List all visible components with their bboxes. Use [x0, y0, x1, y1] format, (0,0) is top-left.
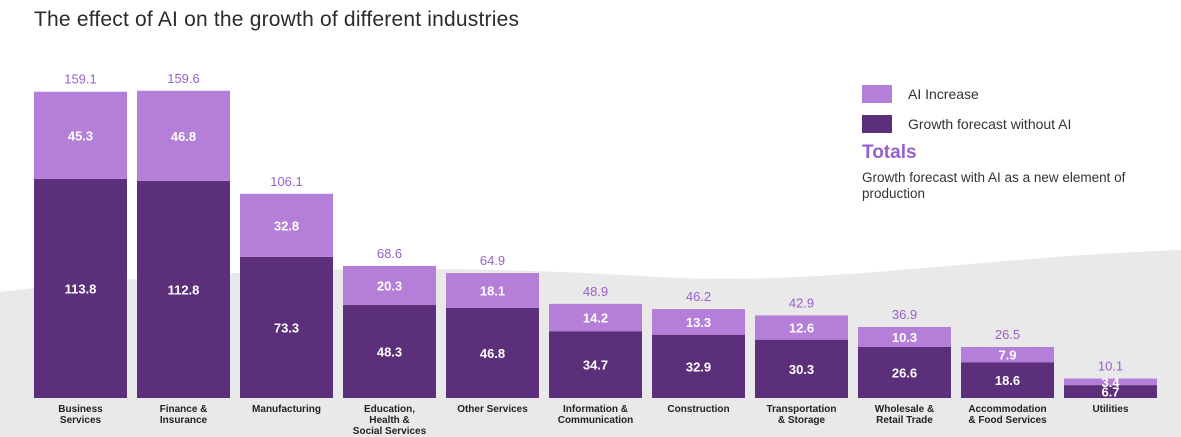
bar-ai-increase [961, 346, 1054, 363]
x-tick-label-line: Health & [369, 415, 410, 426]
x-tick-label-line: Retail Trade [876, 415, 933, 426]
totals-title: Totals [862, 142, 917, 163]
x-tick-label: Business Services [58, 404, 103, 426]
legend-label-baseline: Growth forecast without AI [908, 116, 1072, 132]
value-label-ai-increase: 7.9 [998, 348, 1016, 363]
totals-description: Growth forecast with AI as a new element… [862, 170, 1126, 201]
x-tick-label-line: & Food Services [968, 415, 1047, 426]
bar-baseline [343, 305, 436, 398]
total-label: 159.6 [167, 71, 200, 86]
value-label-ai-increase: 10.3 [892, 330, 917, 345]
bar-baseline [652, 334, 745, 398]
value-label-ai-increase: 20.3 [377, 278, 402, 293]
total-label: 48.9 [583, 284, 608, 299]
total-label: 64.9 [480, 253, 505, 268]
x-tick-label-line: Social Services [353, 426, 427, 437]
x-tick-label-line: Other Services [457, 404, 528, 415]
legend-item-ai-increase: AI Increase [862, 82, 1162, 106]
x-tick-label-line: Wholesale & [875, 404, 934, 415]
total-label: 10.1 [1098, 359, 1123, 374]
value-label-ai-increase: 45.3 [68, 128, 93, 143]
value-label-baseline: 34.7 [583, 358, 608, 373]
x-tick-label-line: Transportation [766, 404, 836, 415]
value-label-baseline: 26.6 [892, 365, 917, 380]
x-tick-label-line: Information & [563, 404, 628, 415]
total-label: 106.1 [270, 174, 303, 189]
value-label-baseline: 6.7 [1101, 385, 1119, 400]
x-tick-label-line: Education, [364, 404, 415, 415]
bar-ai-increase [755, 315, 848, 340]
total-label: 36.9 [892, 307, 917, 322]
value-label-ai-increase: 13.3 [686, 315, 711, 330]
labels-group: 113.8 45.3 159.1 112.8 46.8 159.6 73.3 32.8 106.… [64, 71, 1123, 400]
x-tick-label-line: Services [60, 415, 102, 426]
bars-group [34, 90, 1157, 398]
bar-ai-increase [137, 90, 230, 181]
total-label: 26.5 [995, 327, 1020, 342]
legend-swatch-ai-increase [862, 85, 892, 103]
bar-baseline [961, 362, 1054, 398]
total-label: 42.9 [789, 295, 814, 310]
x-tick-label-line: Communication [558, 415, 634, 426]
x-tick-label: Education, Health & Social Services [353, 404, 427, 437]
value-label-ai-increase: 12.6 [789, 321, 814, 336]
x-tick-label: Accommodation & Food Services [968, 404, 1047, 426]
value-label-baseline: 18.6 [995, 373, 1020, 388]
bar-ai-increase [240, 193, 333, 257]
legend-swatch-baseline [862, 115, 892, 133]
total-label: 46.2 [686, 289, 711, 304]
x-tick-labels: Business Services Finance & Insurance Manufa… [58, 404, 1129, 437]
chart-title: The effect of AI on the growth of differ… [34, 8, 520, 31]
value-label-ai-increase: 32.8 [274, 218, 299, 233]
value-label-ai-increase: 18.1 [480, 283, 505, 298]
bar-baseline [755, 339, 848, 398]
x-tick-label-line: Accommodation [968, 404, 1046, 415]
legend-label-ai-increase: AI Increase [908, 86, 979, 102]
x-tick-label: Finance & Insurance [160, 404, 208, 426]
bar-ai-increase [343, 265, 436, 306]
bar-baseline [137, 180, 230, 398]
x-tick-label-line: Finance & [160, 404, 208, 415]
value-label-baseline: 46.8 [480, 346, 505, 361]
bar-ai-increase [34, 91, 127, 179]
x-tick-label: Transportation & Storage [766, 404, 836, 426]
x-tick-label-line: Utilities [1092, 404, 1129, 415]
x-tick-label-line: Construction [667, 404, 729, 415]
total-label: 68.6 [377, 246, 402, 261]
value-label-ai-increase: 3.4 [1101, 375, 1120, 390]
bar-ai-increase [549, 303, 642, 332]
legend: AI Increase Growth forecast without AI T… [862, 82, 1162, 202]
bar-baseline [34, 178, 127, 398]
value-label-baseline: 113.8 [65, 281, 97, 296]
value-label-baseline: 48.3 [377, 345, 402, 360]
bar-ai-increase [1064, 378, 1157, 386]
x-tick-label: Construction [667, 404, 729, 415]
x-tick-label: Other Services [457, 404, 528, 415]
x-tick-label-line: Manufacturing [252, 404, 321, 415]
legend-item-baseline: Growth forecast without AI [862, 112, 1162, 136]
value-label-baseline: 32.9 [686, 359, 711, 374]
bar-baseline [1064, 385, 1157, 398]
value-label-ai-increase: 14.2 [583, 311, 608, 326]
bar-ai-increase [652, 309, 745, 335]
value-label-baseline: 112.8 [168, 282, 200, 297]
x-tick-label-line: Insurance [160, 415, 208, 426]
total-label: 159.1 [64, 72, 97, 87]
x-tick-label: Utilities [1092, 404, 1129, 415]
bar-baseline [240, 256, 333, 398]
value-label-ai-increase: 46.8 [171, 129, 196, 144]
value-label-baseline: 73.3 [274, 320, 299, 335]
value-label-baseline: 30.3 [789, 362, 814, 377]
x-tick-label-line: Business [58, 404, 103, 415]
bar-baseline [446, 307, 539, 398]
bar-ai-increase [446, 273, 539, 308]
x-tick-label: Wholesale & Retail Trade [875, 404, 934, 426]
x-tick-label: Manufacturing [252, 404, 321, 415]
bar-baseline [549, 331, 642, 398]
bar-baseline [858, 346, 951, 398]
x-tick-label-line: & Storage [778, 415, 826, 426]
bar-ai-increase [858, 326, 951, 347]
x-tick-label: Information & Communication [558, 404, 634, 426]
